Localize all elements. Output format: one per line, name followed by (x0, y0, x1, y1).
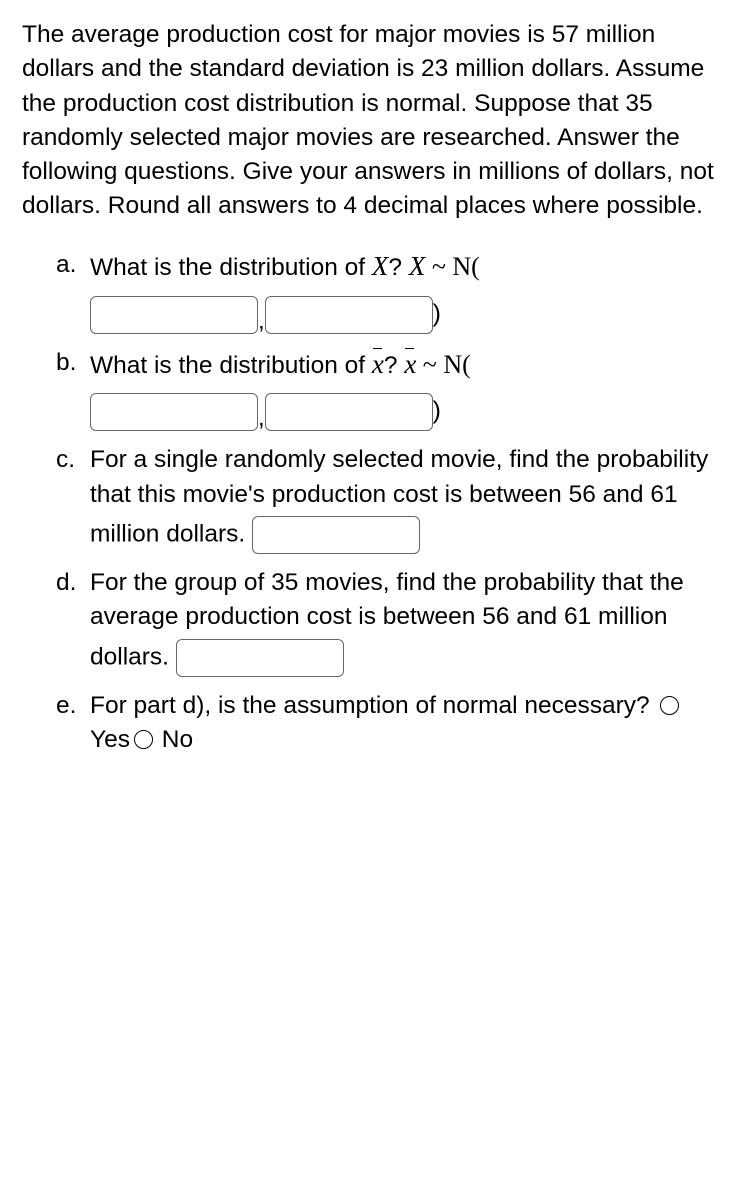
question-e: e. For part d), is the assumption of nor… (56, 689, 717, 758)
marker-d: d. (56, 566, 76, 600)
var-X-2: X (409, 251, 426, 281)
question-list: a. What is the distribution of X? X ~ N(… (56, 248, 717, 757)
dist-a: N( (452, 252, 479, 281)
var-xbar-2: x (404, 346, 416, 384)
q-b-pre: What is the distribution of (90, 352, 372, 379)
q-a-post: ? (388, 254, 408, 281)
tilde-b: ~ (416, 350, 443, 379)
question-c: c. For a single randomly selected movie,… (56, 443, 717, 558)
tilde-a: ~ (425, 252, 452, 281)
input-b-sd[interactable] (265, 393, 433, 431)
inputs-a: ,) (90, 292, 717, 338)
marker-a: a. (56, 248, 76, 282)
label-no: No (162, 726, 193, 753)
radio-yes[interactable] (660, 696, 679, 715)
comma-a: , (258, 307, 265, 334)
inputs-b: ,) (90, 389, 717, 435)
input-a-sd[interactable] (265, 296, 433, 334)
marker-c: c. (56, 443, 75, 477)
problem-intro: The average production cost for major mo… (22, 18, 717, 224)
input-c[interactable] (252, 516, 420, 554)
q-e-text: For part d), is the assumption of normal… (90, 692, 650, 719)
var-xbar-1: x (372, 346, 384, 384)
comma-b: , (258, 405, 265, 432)
question-a: a. What is the distribution of X? X ~ N(… (56, 248, 717, 338)
close-a: ) (433, 299, 441, 327)
marker-b: b. (56, 346, 76, 380)
close-b: ) (433, 397, 441, 425)
q-b-post: ? (384, 352, 404, 379)
question-b: b. What is the distribution of x? x ~ N(… (56, 346, 717, 436)
input-d[interactable] (176, 639, 344, 677)
marker-e: e. (56, 689, 76, 723)
label-yes: Yes (90, 726, 130, 753)
question-d: d. For the group of 35 movies, find the … (56, 566, 717, 681)
input-b-mean[interactable] (90, 393, 258, 431)
radio-no[interactable] (134, 730, 153, 749)
var-X-1: X (372, 251, 389, 281)
dist-b: N( (443, 350, 470, 379)
q-a-pre: What is the distribution of (90, 254, 372, 281)
input-a-mean[interactable] (90, 296, 258, 334)
